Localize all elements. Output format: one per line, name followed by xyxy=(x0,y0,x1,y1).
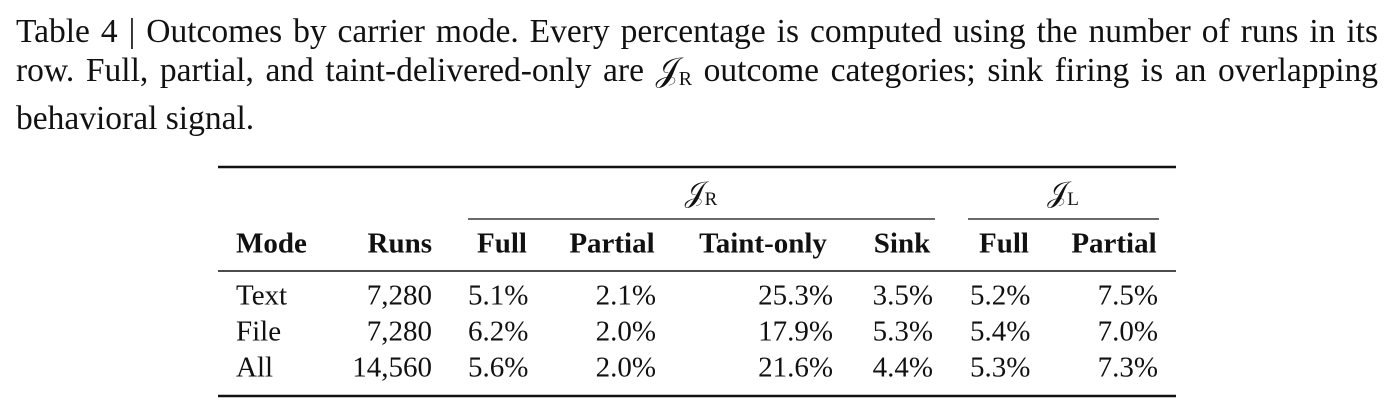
group-subscript: R xyxy=(705,189,718,210)
group-subscript: L xyxy=(1067,189,1079,210)
table-cell: 7,280 xyxy=(367,316,432,348)
table-cell: 4.4% xyxy=(873,352,933,384)
table-cell: 2.0% xyxy=(596,352,656,384)
table-cell: 5.6% xyxy=(468,352,528,384)
table-cell: 7,280 xyxy=(367,280,432,312)
table-cell: 3.5% xyxy=(873,280,933,312)
column-header: Partial xyxy=(569,228,654,260)
table-cell: 7.3% xyxy=(1098,352,1158,384)
column-header: Mode xyxy=(236,228,307,260)
table-cell: 21.6% xyxy=(758,352,833,384)
table-cell: 2.1% xyxy=(596,280,656,312)
table-cell: Text xyxy=(236,280,287,312)
column-header: Sink xyxy=(874,228,931,260)
table-cell: 7.0% xyxy=(1098,316,1158,348)
caption-subscript: R xyxy=(678,68,693,90)
table-cell: 2.0% xyxy=(596,316,656,348)
column-header: Taint-only xyxy=(699,228,827,260)
table-cell: File xyxy=(236,316,281,348)
caption: Table 4 | Outcomes by carrier mode. Ever… xyxy=(16,12,1378,138)
column-header: Runs xyxy=(368,228,433,260)
table-cell: 17.9% xyxy=(758,316,833,348)
group-header: 𝒥R xyxy=(685,177,718,211)
table-cell: 7.5% xyxy=(1098,280,1158,312)
caption-text: outcome categories; sink firing is an ov… xyxy=(16,52,1378,137)
column-header: Partial xyxy=(1071,228,1156,260)
table-cell: 5.1% xyxy=(468,280,528,312)
column-header: Full xyxy=(979,228,1029,260)
table-cell: 5.3% xyxy=(970,352,1030,384)
caption-text: Table 4 | Outcomes by carrier mode. Ever… xyxy=(16,13,1378,89)
caption-symbol: 𝒥 xyxy=(655,52,679,89)
column-header: Full xyxy=(477,228,527,260)
table-cell: 6.2% xyxy=(468,316,528,348)
table-cell: 25.3% xyxy=(758,280,833,312)
table-cell: 14,560 xyxy=(352,352,432,384)
table-cell: All xyxy=(236,352,273,384)
table-cell: 5.2% xyxy=(970,280,1030,312)
table-cell: 5.3% xyxy=(873,316,933,348)
table-cell: 5.4% xyxy=(970,316,1030,348)
group-header: 𝒥L xyxy=(1047,177,1079,211)
